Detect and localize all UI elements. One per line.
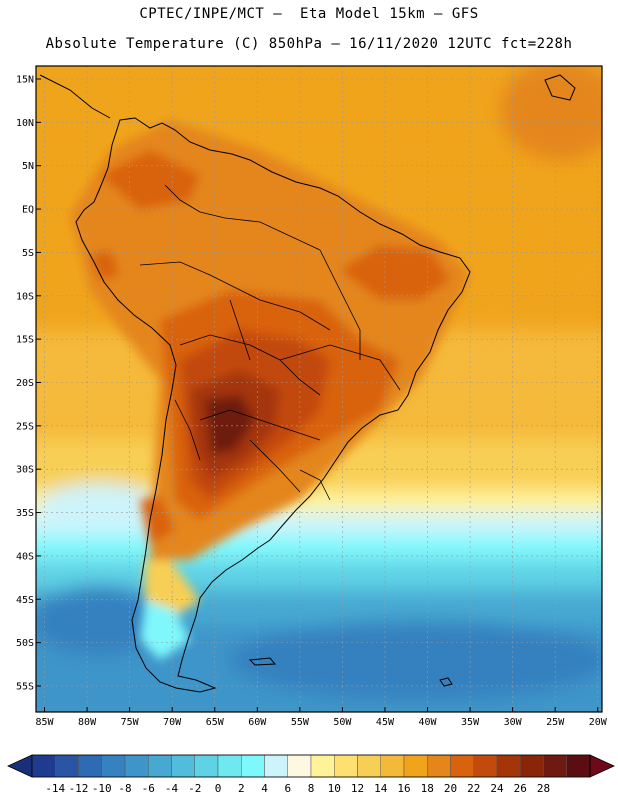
lat-label: 5N xyxy=(22,161,34,172)
colorbar-swatch xyxy=(334,754,358,778)
colorbar-label: -10 xyxy=(92,782,112,795)
lon-label: 45W xyxy=(376,717,395,728)
lon-label: 40W xyxy=(418,717,437,728)
temperature-field xyxy=(36,66,602,712)
colorbar-swatch xyxy=(380,754,405,778)
colorbar-label: 24 xyxy=(490,782,504,795)
colorbar-labels: -14 -12 -10 -8 -6 -4 -2 0 2 4 6 8 10 12 14 16 18 20 22 24 26… xyxy=(45,782,550,795)
colorbar-label: 0 xyxy=(215,782,222,795)
colorbar-swatch xyxy=(520,754,544,778)
lon-label: 85W xyxy=(35,717,54,728)
colorbar-label: -6 xyxy=(142,782,155,795)
colorbar-swatch xyxy=(287,754,312,778)
colorbar-swatch xyxy=(264,754,288,778)
colorbar-swatch xyxy=(194,754,219,778)
colorbar-swatch xyxy=(427,754,451,778)
colorbar-label: 22 xyxy=(467,782,480,795)
colorbar-label: -2 xyxy=(188,782,201,795)
colorbar-frame xyxy=(31,754,591,778)
lat-label: 5S xyxy=(22,248,34,259)
lon-label: 20W xyxy=(589,717,608,728)
lat-label: 10S xyxy=(16,291,34,302)
colorbar-swatch xyxy=(566,754,591,778)
lon-label: 80W xyxy=(78,717,97,728)
lat-label: EQ xyxy=(22,205,34,216)
lat-label: 40S xyxy=(16,551,34,562)
colorbar-swatch xyxy=(171,754,195,778)
colorbar-label: 18 xyxy=(421,782,434,795)
coastlines xyxy=(39,74,576,693)
lat-label: 45S xyxy=(16,595,34,606)
colorbar-swatch xyxy=(496,754,521,778)
colorbar-swatch xyxy=(124,754,149,778)
lat-label: 30S xyxy=(16,465,34,476)
colorbar-swatch xyxy=(31,754,56,778)
colorbar-label: 4 xyxy=(261,782,268,795)
colorbar-swatch xyxy=(148,754,172,778)
lon-label: 60W xyxy=(248,717,267,728)
lon-label: 70W xyxy=(163,717,182,728)
lon-label: 35W xyxy=(461,717,480,728)
colorbar-swatch xyxy=(55,754,79,778)
colorbar-swatch xyxy=(101,754,126,778)
lon-label: 30W xyxy=(504,717,523,728)
colorbar-label: 14 xyxy=(374,782,388,795)
colorbar-swatch xyxy=(217,754,242,778)
colorbar xyxy=(7,754,615,778)
map-frame xyxy=(35,65,603,713)
colorbar-swatch xyxy=(78,754,102,778)
map-title-line1: CPTEC/INPE/MCT – Eta Model 15km – GFS xyxy=(139,6,479,22)
colorbar-label: 28 xyxy=(537,782,550,795)
colorbar-label: -14 xyxy=(45,782,65,795)
colorbar-label: 12 xyxy=(351,782,364,795)
colorbar-swatch xyxy=(543,754,567,778)
colorbar-label: 20 xyxy=(444,782,457,795)
colorbar-swatch xyxy=(450,754,474,778)
colorbar-label: -12 xyxy=(69,782,89,795)
lat-label: 35S xyxy=(16,508,34,519)
lat-label: 20S xyxy=(16,378,34,389)
colorbar-label: 16 xyxy=(397,782,410,795)
lat-label: 15N xyxy=(16,75,34,86)
lat-label: 50S xyxy=(16,638,34,649)
colorbar-swatch xyxy=(241,754,265,778)
colorbar-label: -8 xyxy=(118,782,131,795)
colorbar-swatch xyxy=(357,754,381,778)
lat-label: 15S xyxy=(16,335,34,346)
lat-label: 10N xyxy=(16,118,34,129)
colorbar-label: 6 xyxy=(284,782,291,795)
colorbar-swatch xyxy=(310,754,335,778)
colorbar-label: 2 xyxy=(238,782,245,795)
lat-label: 55S xyxy=(16,681,34,692)
colorbar-label: 10 xyxy=(328,782,341,795)
longitude-labels: 85W 80W 75W 70W 65W 60W 55W 50W 45W 40W 35W 30W 25W 2… xyxy=(35,707,608,728)
map-title-line2: Absolute Temperature (C) 850hPa – 16/11/… xyxy=(45,36,573,52)
colorbar-under-arrow xyxy=(7,754,33,778)
graticule xyxy=(36,66,602,712)
lon-label: 65W xyxy=(206,717,225,728)
lon-label: 25W xyxy=(546,717,565,728)
lon-label: 75W xyxy=(121,717,140,728)
latitude-labels: 15N 10N 5N EQ 5S 10S 15S 20S 25S 30S 35S 40S 45S 50S 5… xyxy=(16,75,41,692)
lat-label: 25S xyxy=(16,421,34,432)
colorbar-label: 26 xyxy=(514,782,527,795)
country-borders xyxy=(139,184,401,501)
colorbar-label: -4 xyxy=(165,782,179,795)
lon-label: 50W xyxy=(333,717,352,728)
colorbar-swatch xyxy=(473,754,498,778)
colorbar-swatch xyxy=(403,754,428,778)
colorbar-over-arrow xyxy=(589,754,615,778)
lon-label: 55W xyxy=(291,717,310,728)
colorbar-label: 8 xyxy=(308,782,315,795)
